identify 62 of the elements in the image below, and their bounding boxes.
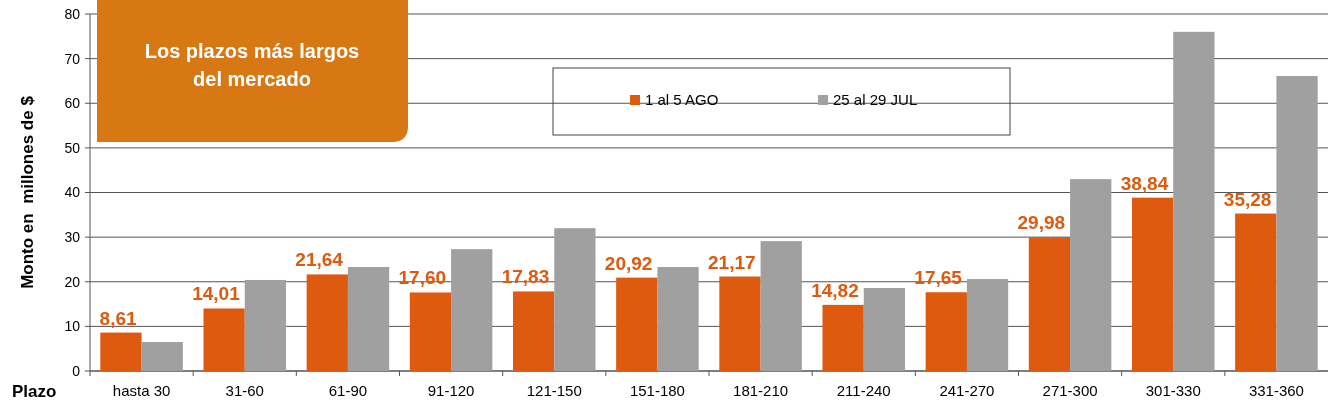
bar bbox=[760, 241, 802, 371]
x-tick-label: 91-120 bbox=[427, 382, 475, 399]
x-tick-label: 271-300 bbox=[1042, 382, 1098, 399]
bar bbox=[1028, 237, 1071, 371]
data-label: 29,98 bbox=[1017, 212, 1066, 234]
bar bbox=[512, 291, 555, 371]
y-tick-label: 80 bbox=[64, 5, 81, 22]
bar bbox=[719, 276, 761, 371]
legend-label: 25 al 29 JUL bbox=[833, 91, 918, 109]
y-tick-label: 30 bbox=[64, 229, 81, 246]
x-tick-label: 211-240 bbox=[836, 382, 891, 399]
bar bbox=[409, 292, 452, 371]
y-tick-label: 50 bbox=[64, 139, 81, 156]
bar bbox=[141, 341, 183, 371]
bar bbox=[1070, 179, 1112, 371]
bar bbox=[306, 274, 348, 371]
bar bbox=[1173, 31, 1215, 371]
x-axis-title: Plazo bbox=[12, 382, 57, 401]
data-label: 8,61 bbox=[99, 307, 138, 329]
x-tick-label: 241-270 bbox=[939, 382, 995, 399]
bar bbox=[966, 279, 1009, 371]
data-label: 21,17 bbox=[708, 251, 756, 273]
x-tick-label: hasta 30 bbox=[112, 382, 171, 399]
bar bbox=[822, 304, 864, 371]
bar bbox=[1276, 76, 1318, 371]
y-tick-label: 60 bbox=[64, 95, 81, 112]
data-label: 17,83 bbox=[501, 266, 550, 288]
y-tick-label: 20 bbox=[64, 273, 81, 290]
bar bbox=[925, 292, 967, 371]
data-label: 17,65 bbox=[914, 267, 963, 289]
bar bbox=[203, 308, 245, 371]
x-tick-label: 181-210 bbox=[733, 382, 789, 399]
data-label: 38,84 bbox=[1120, 172, 1169, 194]
x-tick-label: 151-180 bbox=[629, 382, 685, 399]
y-axis-title: Monto en millones de $ bbox=[18, 95, 37, 289]
bar bbox=[616, 277, 658, 371]
data-label: 20,92 bbox=[604, 252, 653, 274]
data-label: 17,60 bbox=[398, 267, 447, 289]
x-tick-label: 121-150 bbox=[526, 382, 582, 399]
y-tick-label: 70 bbox=[64, 50, 81, 67]
bar bbox=[863, 288, 906, 371]
bar bbox=[100, 332, 142, 371]
data-label: 35,28 bbox=[1223, 188, 1272, 210]
data-label: 21,64 bbox=[295, 249, 344, 271]
annotation: Los plazos más largos del mercado bbox=[144, 40, 360, 90]
data-label: 14,01 bbox=[192, 283, 241, 305]
y-tick-label: 0 bbox=[72, 362, 81, 379]
x-tick-label: 301-330 bbox=[1145, 382, 1201, 399]
x-tick-label: 61-90 bbox=[328, 382, 368, 399]
bar bbox=[347, 267, 390, 371]
x-tick-label: 31-60 bbox=[225, 382, 264, 399]
legend-label: 1 al 5 AGO bbox=[645, 91, 719, 109]
y-tick-label: 40 bbox=[64, 184, 81, 201]
bar bbox=[451, 249, 493, 371]
data-label: 14,82 bbox=[811, 279, 859, 301]
bar bbox=[244, 279, 287, 371]
bar bbox=[1131, 197, 1174, 371]
bar bbox=[1235, 213, 1277, 371]
y-tick-label: 10 bbox=[64, 318, 81, 335]
bar bbox=[554, 228, 596, 371]
x-tick-label: 331-360 bbox=[1248, 382, 1304, 399]
bar bbox=[657, 267, 699, 371]
